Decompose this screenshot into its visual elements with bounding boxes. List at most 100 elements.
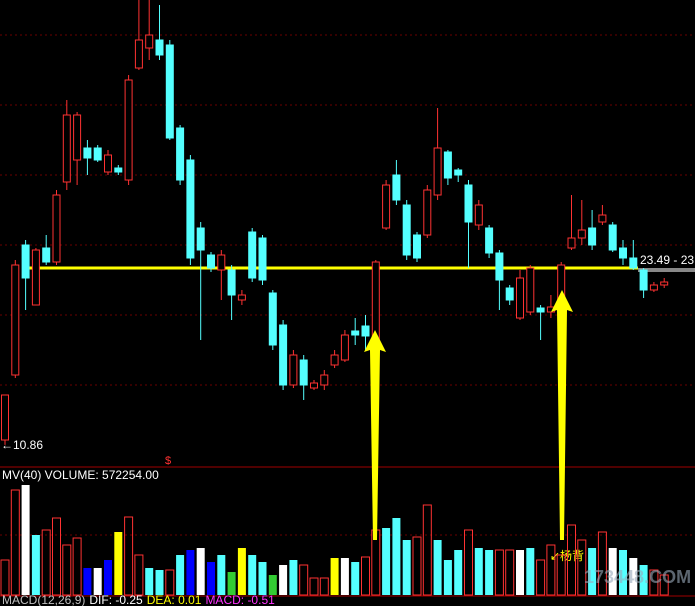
volume-bar bbox=[248, 555, 257, 595]
candle-body bbox=[165, 44, 174, 139]
volume-bar bbox=[330, 558, 339, 595]
volume-bar bbox=[104, 560, 112, 595]
candle-body bbox=[608, 224, 617, 251]
candle-body bbox=[248, 231, 257, 279]
candle-body bbox=[279, 324, 288, 386]
volume-bar bbox=[659, 574, 669, 596]
volume-bar bbox=[443, 560, 452, 595]
volume-bar bbox=[52, 517, 61, 596]
candle-body bbox=[330, 354, 339, 366]
candle-body bbox=[299, 359, 308, 386]
volume-bar bbox=[433, 540, 442, 595]
candle-body bbox=[186, 159, 195, 259]
candle-body bbox=[351, 330, 360, 336]
volume-bar bbox=[340, 558, 349, 595]
candle-body bbox=[155, 39, 164, 56]
volume-bar bbox=[351, 562, 360, 595]
candle-body bbox=[649, 284, 658, 291]
candle-body bbox=[217, 254, 226, 271]
volume-bar bbox=[412, 536, 422, 596]
volume-bar bbox=[516, 550, 524, 595]
volume-bar bbox=[464, 529, 473, 596]
volume-bar bbox=[0, 559, 10, 596]
volume-bar bbox=[227, 572, 236, 595]
volume-bar bbox=[526, 548, 535, 595]
low-label: ←10.86 bbox=[1, 438, 43, 452]
signal-marker: $ bbox=[165, 455, 171, 467]
candle-body bbox=[516, 277, 524, 319]
candle-body bbox=[31, 249, 40, 306]
volume-bar bbox=[382, 528, 391, 595]
volume-title: MV(40) VOLUME: 572254.00 bbox=[2, 468, 159, 482]
candle-body bbox=[474, 204, 483, 226]
price-label: 23.49 - 23. bbox=[640, 253, 695, 267]
macd-legend: MACD(12,26,9) DIF: -0.25 DEA: 0.01 MACD: -0… bbox=[2, 593, 275, 606]
volume-bar bbox=[93, 568, 102, 595]
candle-body bbox=[639, 269, 648, 291]
volume-bar bbox=[114, 532, 123, 595]
macd-item: DIF: -0.25 bbox=[89, 593, 143, 606]
volume-bar bbox=[505, 549, 515, 596]
candle-body bbox=[310, 382, 318, 389]
candle-body bbox=[268, 292, 277, 346]
candle-body bbox=[567, 237, 576, 249]
macd-item: MACD: -0.51 bbox=[205, 593, 275, 606]
candle-body bbox=[104, 154, 112, 173]
volume-bar bbox=[649, 569, 659, 596]
volume-bar bbox=[258, 562, 267, 595]
volume-bar bbox=[577, 539, 587, 596]
volume-bar bbox=[145, 568, 154, 595]
macd-item: MACD(12,26,9) bbox=[2, 593, 85, 606]
volume-bar bbox=[597, 531, 607, 596]
candle-body bbox=[62, 114, 71, 183]
volume-bar bbox=[83, 568, 92, 595]
candle-body bbox=[485, 227, 494, 254]
volume-bar bbox=[567, 524, 576, 596]
volume-bar bbox=[536, 559, 546, 596]
candle-body bbox=[598, 214, 607, 223]
candle-body bbox=[619, 247, 627, 259]
candle-body bbox=[577, 229, 586, 239]
volume-bar bbox=[207, 562, 215, 595]
volume-bar bbox=[155, 570, 164, 595]
volume-bar bbox=[72, 537, 82, 596]
candle-body bbox=[660, 281, 669, 286]
candle-body bbox=[413, 234, 421, 259]
candle-body bbox=[495, 252, 504, 281]
volume-bar bbox=[217, 555, 226, 595]
candle-body bbox=[196, 227, 205, 251]
macd-item: DEA: 0.01 bbox=[147, 593, 202, 606]
volume-bar bbox=[196, 548, 205, 595]
volume-bar bbox=[474, 548, 483, 595]
candle-body bbox=[454, 169, 463, 176]
candle-body bbox=[392, 174, 401, 201]
volume-bar bbox=[134, 554, 144, 596]
volume-bar bbox=[556, 554, 566, 596]
candle-body bbox=[320, 374, 329, 386]
candle-body bbox=[361, 325, 370, 337]
arrows bbox=[364, 290, 573, 540]
volume-bar bbox=[361, 556, 370, 596]
volume-bar bbox=[546, 544, 556, 596]
candle-body bbox=[227, 269, 236, 296]
candle-body bbox=[207, 254, 215, 269]
candle-body bbox=[1, 394, 9, 441]
candle-body bbox=[629, 257, 638, 269]
candle-body bbox=[443, 151, 452, 179]
volume-bar bbox=[494, 549, 504, 596]
candle-body bbox=[588, 227, 597, 246]
volume-bar bbox=[62, 544, 72, 596]
volume-panel bbox=[0, 485, 669, 596]
candle-body bbox=[464, 184, 473, 223]
volume-bar bbox=[454, 550, 463, 595]
volume-bar bbox=[402, 540, 411, 595]
volume-bar bbox=[309, 577, 319, 596]
candle-body bbox=[21, 244, 30, 279]
volume-bar bbox=[619, 550, 627, 595]
volume-bar bbox=[237, 548, 246, 595]
volume-bar bbox=[41, 529, 51, 596]
volume-bar bbox=[21, 485, 30, 595]
candle-body bbox=[237, 294, 246, 301]
price-tag-bar bbox=[638, 268, 695, 272]
